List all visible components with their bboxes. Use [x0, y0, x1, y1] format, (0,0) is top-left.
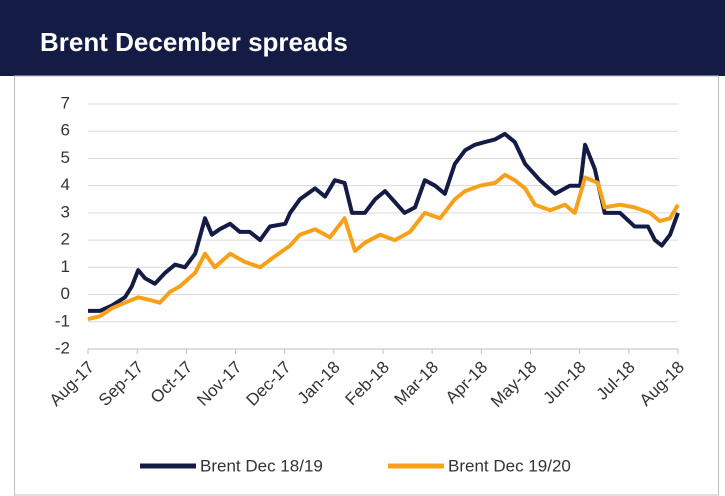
- y-tick-label: 0: [61, 284, 70, 303]
- y-tick-label: 2: [61, 230, 70, 249]
- series-line: [88, 131, 680, 313]
- y-tick-label: -1: [55, 311, 70, 330]
- y-tick-label: 3: [61, 202, 70, 221]
- chart-title: Brent December spreads: [40, 27, 348, 57]
- y-tick-label: -2: [55, 338, 70, 357]
- y-tick-label: 1: [61, 257, 70, 276]
- header: [0, 0, 725, 76]
- y-tick-label: 7: [61, 93, 70, 112]
- y-tick-label: 4: [61, 175, 70, 194]
- legend-label: Brent Dec 18/19: [200, 456, 323, 475]
- y-tick-label: 6: [61, 121, 70, 140]
- series-line: [87, 172, 680, 322]
- legend-label: Brent Dec 19/20: [448, 456, 571, 475]
- chart-frame: [14, 75, 719, 496]
- y-tick-label: 5: [61, 148, 70, 167]
